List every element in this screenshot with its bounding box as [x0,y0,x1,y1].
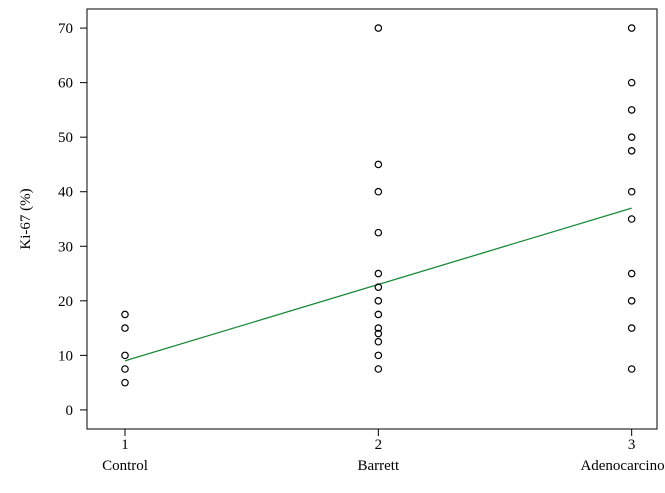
data-point [121,351,129,360]
data-point [374,24,383,32]
data-point [374,297,383,305]
y-tick-label: 40 [58,185,73,201]
data-point [627,133,636,141]
y-tick-label: 70 [58,21,73,37]
y-axis-label: Ki-67 (%) [18,188,34,249]
category-label: Control [102,458,148,474]
x-axis: 1 Control 2 Barrett 3 Adenocarcinoma [102,429,665,474]
data-point [374,160,383,169]
data-point [374,337,383,346]
data-point [374,228,383,237]
data-point [627,24,636,32]
data-point [374,283,383,291]
data-points [121,24,636,387]
data-point [121,365,129,373]
data-point [627,78,636,87]
category-label: Adenocarcinoma [580,458,665,474]
data-point [627,297,636,305]
y-axis: 0 10 20 30 40 50 60 70 [58,21,87,419]
x-tick-label: 1 [121,437,129,453]
y-tick-label: 10 [58,348,73,364]
data-point [627,215,636,223]
y-tick-label: 50 [58,130,73,146]
category-label: Barrett [358,458,400,474]
data-point [374,329,383,338]
data-point [627,365,636,373]
data-point [627,269,636,278]
data-point [374,187,383,196]
plot-area-frame [86,8,658,430]
x-tick-label: 2 [375,437,383,453]
data-point [627,324,636,332]
y-tick-label: 30 [58,239,73,255]
x-tick-label: 3 [628,437,636,453]
data-point [374,310,383,319]
data-point [374,365,383,373]
data-point [121,378,129,387]
data-point [121,324,129,332]
data-point [627,147,636,155]
data-point [374,351,383,360]
data-point [121,310,129,319]
data-point [374,324,383,332]
data-point [374,269,383,278]
y-tick-label: 20 [58,294,73,310]
y-tick-label: 60 [58,76,73,92]
data-point [627,187,636,196]
y-tick-label: 0 [66,403,74,419]
data-point [627,106,636,114]
